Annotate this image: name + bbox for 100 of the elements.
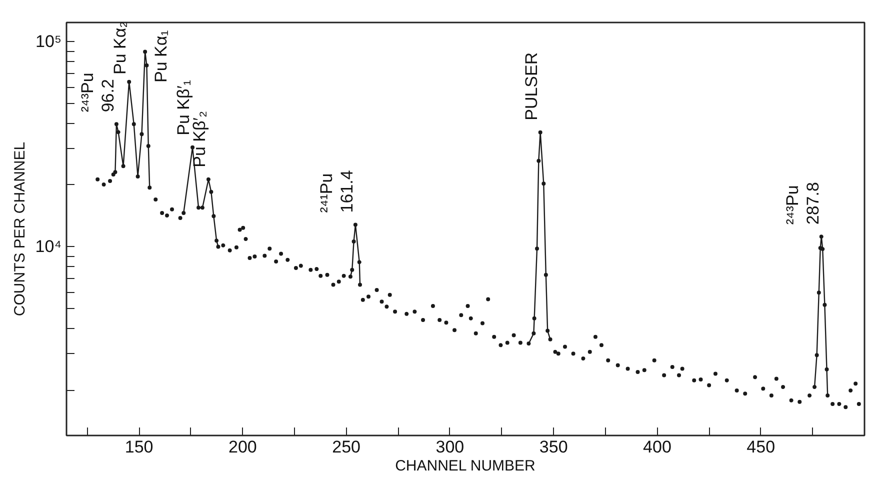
point — [140, 132, 144, 136]
point — [553, 350, 558, 354]
point — [438, 318, 442, 322]
point — [588, 350, 592, 354]
y-tick-label: 10⁴ — [35, 237, 62, 256]
point — [248, 256, 252, 260]
point — [336, 280, 341, 284]
point — [593, 334, 598, 339]
point — [366, 294, 370, 299]
point — [571, 352, 576, 356]
point — [154, 197, 158, 202]
point — [114, 122, 118, 126]
point — [353, 222, 358, 227]
point — [548, 337, 552, 342]
point — [512, 333, 516, 338]
point — [468, 316, 473, 320]
point — [412, 310, 417, 314]
point — [294, 266, 298, 270]
annotation: ²⁴¹Pu — [316, 173, 336, 213]
point — [474, 331, 478, 336]
annotation: ²⁴³Pu — [782, 185, 802, 225]
point — [819, 234, 824, 239]
point — [734, 388, 739, 392]
point — [556, 352, 560, 356]
point — [252, 254, 257, 258]
point — [244, 237, 248, 242]
point — [854, 382, 858, 386]
point — [769, 394, 774, 398]
annotation: 161.4 — [337, 170, 356, 213]
point — [342, 274, 346, 278]
point — [388, 292, 392, 297]
point — [314, 267, 319, 272]
point — [262, 254, 267, 258]
point — [642, 368, 646, 372]
point — [331, 282, 336, 287]
point — [121, 164, 126, 168]
x-tick-label: 150 — [124, 438, 154, 456]
point — [274, 259, 278, 264]
point — [636, 370, 640, 374]
point — [350, 268, 354, 272]
point — [707, 383, 712, 388]
point — [146, 144, 150, 148]
point — [111, 172, 116, 176]
point — [544, 272, 548, 277]
point — [535, 246, 540, 251]
x-tick-label: 350 — [539, 438, 568, 456]
point — [308, 268, 313, 272]
point — [626, 366, 630, 371]
point — [318, 274, 323, 278]
point — [698, 378, 703, 382]
point — [830, 402, 835, 406]
point — [325, 272, 330, 277]
point — [221, 243, 226, 248]
point — [498, 343, 503, 348]
y-tick-label: 10⁵ — [36, 32, 62, 52]
point — [214, 238, 219, 243]
annotation: PULSER — [522, 52, 541, 120]
point — [581, 356, 586, 360]
point — [599, 343, 604, 348]
point — [492, 334, 496, 339]
point — [136, 174, 140, 178]
point — [444, 320, 448, 325]
x-tick-label: 250 — [332, 438, 361, 456]
x-tick-label: 400 — [643, 438, 672, 456]
point — [713, 372, 718, 376]
point — [178, 216, 182, 220]
point — [357, 260, 362, 264]
point — [826, 394, 830, 398]
point — [96, 177, 100, 182]
point — [670, 364, 674, 369]
point — [452, 328, 457, 332]
point — [546, 328, 550, 333]
point — [562, 344, 567, 349]
point — [206, 177, 210, 182]
x-axis-title: CHANNEL NUMBER — [395, 458, 536, 474]
point — [228, 248, 232, 252]
annotation: ²⁴³Pu — [78, 72, 97, 112]
point — [384, 304, 389, 309]
point — [676, 373, 681, 378]
point — [837, 402, 842, 406]
point — [380, 300, 384, 304]
point — [144, 63, 149, 68]
point — [542, 182, 546, 186]
point — [238, 228, 242, 232]
point — [822, 302, 827, 307]
point — [268, 246, 272, 251]
point — [358, 282, 362, 287]
point — [212, 214, 216, 218]
point — [526, 342, 531, 346]
point — [844, 405, 848, 410]
point — [200, 206, 204, 210]
point — [798, 400, 802, 404]
point — [680, 366, 684, 371]
point — [241, 226, 246, 230]
point — [160, 211, 164, 215]
annotation: 96.2 — [98, 79, 118, 112]
point — [808, 394, 812, 398]
point — [421, 318, 426, 322]
point — [532, 331, 536, 336]
point — [774, 376, 778, 381]
